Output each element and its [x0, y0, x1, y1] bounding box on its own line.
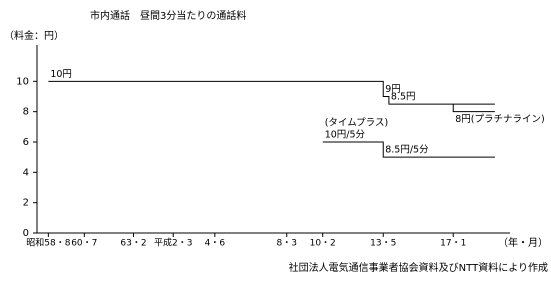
- point-label: 8円(プラチナライン): [455, 114, 544, 125]
- x-tick-label: 13・5: [370, 239, 396, 249]
- point-label: 10円: [50, 69, 72, 80]
- x-tick-label: 17・1: [440, 239, 466, 249]
- x-tick-label: 60・7: [71, 239, 97, 249]
- y-tick-label: 8: [23, 107, 29, 118]
- x-tick-label: 平成2・3: [154, 237, 192, 249]
- x-tick-label: 昭和58・8: [26, 238, 70, 249]
- point-label: (タイムプラス): [325, 118, 388, 129]
- point-label: 8.5円: [391, 92, 416, 103]
- x-tick-label: 4・6: [205, 239, 226, 249]
- chart-title: 市内通話 昼間3分当たりの通話料: [90, 9, 246, 22]
- source-note: 社団法人電気通信事業者協会資料及びNTT資料により作成: [289, 261, 548, 274]
- y-tick-label: 10: [16, 76, 29, 87]
- step-line: [48, 80, 495, 105]
- step-line: [452, 104, 495, 113]
- y-tick-label: 0: [23, 228, 29, 239]
- y-tick-label: 6: [23, 137, 29, 148]
- y-tick-label: 2: [23, 198, 29, 209]
- x-axis-label: （年・月）: [498, 236, 548, 249]
- point-label: 8.5円/5分: [385, 145, 429, 156]
- x-tick-label: 8・3: [277, 239, 297, 249]
- x-tick-label: 10・2: [310, 239, 336, 249]
- step-line: [322, 141, 495, 158]
- y-tick-label: 4: [23, 167, 29, 178]
- x-tick-label: 63・2: [120, 239, 146, 249]
- point-label: 9円: [385, 84, 401, 95]
- point-label: 10円/5分: [325, 130, 366, 141]
- y-axis-label: （料金：円）: [4, 29, 64, 42]
